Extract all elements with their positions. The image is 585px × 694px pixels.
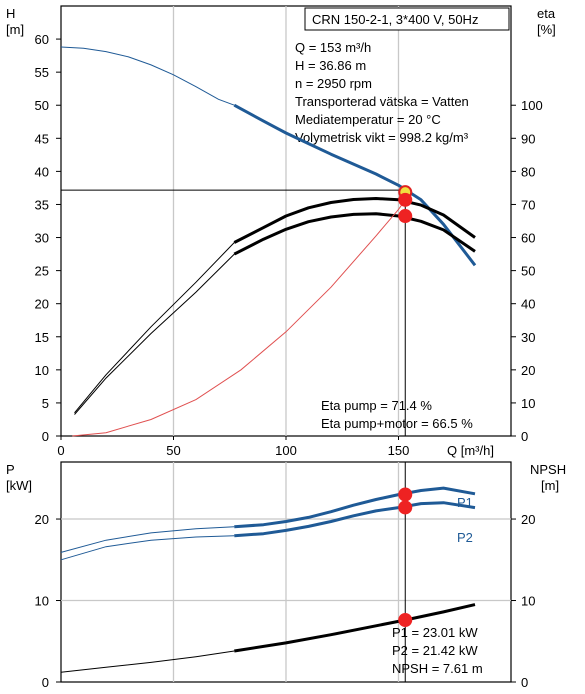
- eta-axis-title: eta: [537, 6, 556, 21]
- left-tick-label: 10: [35, 363, 49, 378]
- p2-series-label: P2: [457, 530, 473, 545]
- power-axis-unit: [kW]: [6, 478, 32, 493]
- right-tick-label: 10: [521, 594, 535, 609]
- operating-point-marker: [398, 209, 413, 224]
- info-line-temperature: Mediatemperatur = 20 °C: [295, 112, 441, 127]
- tick-labels: 0 5 10 15 20 25 30 35 40 45 50 55 60 0 10 20 30 40 50 60 70 8…: [35, 32, 543, 690]
- info-line-density: Volymetrisk vikt = 998.2 kg/m³: [295, 130, 469, 145]
- left-tick-label: 20: [35, 297, 49, 312]
- left-tick-label: 30: [35, 231, 49, 246]
- right-tick-label: 20: [521, 363, 535, 378]
- power-axis-title: P: [6, 462, 15, 477]
- right-tick-label: 0: [521, 675, 528, 690]
- duty-info: Q = 153 m³/h H = 36.86 m n = 2950 rpm Tr…: [295, 40, 469, 145]
- right-tick-label: 20: [521, 512, 535, 527]
- chart-title: CRN 150-2-1, 3*400 V, 50Hz: [312, 12, 478, 27]
- upper-operating-points: [398, 185, 413, 224]
- info-line-speed: n = 2950 rpm: [295, 76, 372, 91]
- operating-point-marker: [398, 500, 413, 515]
- x-tick-label: 50: [166, 443, 180, 458]
- left-tick-label: 5: [42, 396, 49, 411]
- p2-annotation: P2 = 21.42 kW: [392, 643, 478, 658]
- info-line-liquid: Transporterad vätska = Vatten: [295, 94, 469, 109]
- right-tick-label: 30: [521, 330, 535, 345]
- right-tick-label: 50: [521, 264, 535, 279]
- eta-axis-unit: [%]: [537, 22, 556, 37]
- left-tick-label: 0: [42, 675, 49, 690]
- npsh-axis-unit: [m]: [541, 478, 559, 493]
- p1-curve-thick: [234, 486, 476, 529]
- flow-axis-title: Q [m³/h]: [447, 443, 494, 458]
- operating-point-marker: [398, 487, 413, 502]
- x-tick-label: 150: [388, 443, 410, 458]
- left-tick-label: 40: [35, 164, 49, 179]
- right-tick-label: 100: [521, 98, 543, 113]
- left-tick-label: 15: [35, 330, 49, 345]
- p2-curve-thick: [234, 501, 476, 538]
- right-tick-label: 10: [521, 396, 535, 411]
- p2-curve-thin: [60, 535, 235, 561]
- head-axis-unit: [m]: [6, 22, 24, 37]
- eta-pump-annotation: Eta pump = 71.4 %: [321, 398, 432, 413]
- left-tick-label: 20: [35, 512, 49, 527]
- eta-pump-curve-thick: [233, 197, 476, 244]
- right-tick-label: 40: [521, 297, 535, 312]
- p1-series-label: P1: [457, 495, 473, 510]
- left-tick-label: 55: [35, 65, 49, 80]
- eta-red-curve-thin: [72, 199, 406, 437]
- lower-series: [60, 486, 476, 673]
- operating-point-marker: [398, 612, 413, 627]
- upper-grid: [61, 6, 406, 436]
- left-tick-label: 35: [35, 197, 49, 212]
- eta-pump-motor-curve-thick: [233, 212, 476, 256]
- head-axis-title: H: [6, 6, 15, 21]
- npsh-curve-thick: [234, 603, 476, 653]
- left-tick-label: 60: [35, 32, 49, 47]
- npsh-annotation: NPSH = 7.61 m: [392, 661, 483, 676]
- left-tick-label: 45: [35, 131, 49, 146]
- eta-pump-motor-annotation: Eta pump+motor = 66.5 %: [321, 416, 473, 431]
- eta-pump-curve-thin: [74, 242, 235, 414]
- left-tick-label: 0: [42, 429, 49, 444]
- lower-operating-points: [398, 487, 413, 627]
- p1-annotation: P1 = 23.01 kW: [392, 625, 478, 640]
- right-tick-label: 90: [521, 131, 535, 146]
- x-tick-label: 100: [275, 443, 297, 458]
- info-line-head: H = 36.86 m: [295, 58, 366, 73]
- left-tick-label: 10: [35, 594, 49, 609]
- upper-series: [60, 46, 477, 437]
- p1-curve-thin: [60, 526, 235, 553]
- head-curve-thin: [60, 46, 235, 106]
- operating-point-marker: [398, 192, 413, 207]
- right-tick-label: 70: [521, 197, 535, 212]
- info-line-flow: Q = 153 m³/h: [295, 40, 371, 55]
- eta-pump-motor-curve-thin: [74, 253, 235, 415]
- right-tick-label: 60: [521, 231, 535, 246]
- left-tick-label: 25: [35, 264, 49, 279]
- right-tick-label: 80: [521, 164, 535, 179]
- npsh-curve-thin: [60, 650, 235, 673]
- left-tick-label: 50: [35, 98, 49, 113]
- x-tick-label: 0: [57, 443, 64, 458]
- npsh-axis-title: NPSH: [530, 462, 566, 477]
- title-box: [304, 7, 510, 31]
- right-tick-label: 0: [521, 429, 528, 444]
